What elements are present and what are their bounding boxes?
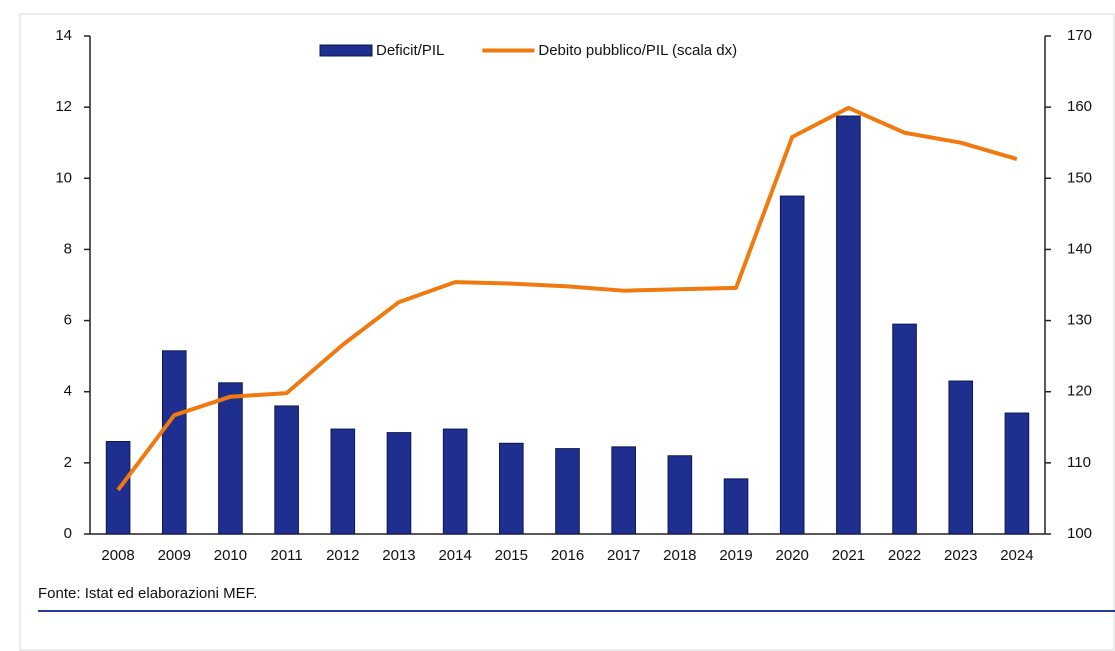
bar: [499, 442, 524, 535]
x-tick-label: 2024: [1000, 547, 1033, 564]
x-tick-label: 2013: [382, 547, 415, 564]
y2-tick-label: 110: [1067, 454, 1091, 471]
y2-tick-label: 170: [1067, 27, 1092, 44]
x-tick-label: 2017: [607, 547, 640, 564]
bar: [1004, 412, 1030, 535]
x-tick-label: 2023: [944, 547, 977, 564]
y-tick-label: 10: [55, 169, 72, 186]
x-tick-label: 2009: [158, 547, 191, 564]
bar: [386, 432, 412, 535]
bar: [555, 448, 580, 535]
y2-tick-label: 150: [1067, 169, 1092, 186]
bar: [723, 478, 749, 535]
y-tick-label: 6: [64, 312, 72, 329]
legend-label: Deficit/PIL: [376, 42, 444, 59]
bar: [274, 405, 299, 535]
line: [116, 105, 1018, 492]
source-note: Fonte: Istat ed elaborazioni MEF.: [38, 585, 257, 602]
bar: [667, 455, 693, 535]
x-tick-label: 2008: [101, 547, 134, 564]
y-tick-label: 4: [64, 383, 72, 400]
bar: [218, 382, 243, 535]
bar: [948, 380, 974, 535]
y2-tick-label: 130: [1067, 312, 1092, 329]
x-tick-label: 2015: [495, 547, 528, 564]
bar: [161, 350, 187, 535]
bar: [836, 115, 861, 535]
x-tick-label: 2021: [832, 547, 865, 564]
legend-swatch: [319, 44, 373, 57]
y-tick-label: 12: [55, 98, 72, 115]
bar: [442, 428, 468, 535]
x-tick-label: 2018: [663, 547, 696, 564]
y2-tick-label: 140: [1067, 240, 1092, 257]
y-tick-label: 2: [64, 454, 72, 471]
bar: [779, 195, 805, 535]
frame: [19, 13, 1115, 651]
bar: [330, 428, 356, 535]
y2-tick-label: 160: [1067, 98, 1092, 115]
x-tick-label: 2019: [719, 547, 752, 564]
x-tick-label: 2010: [214, 547, 247, 564]
y2-tick-label: 100: [1067, 525, 1092, 542]
x-tick-label: 2016: [551, 547, 584, 564]
legend-label: Debito pubblico/PIL (scala dx): [538, 42, 737, 59]
x-tick-label: 2011: [270, 547, 302, 564]
bar: [892, 323, 917, 535]
bar: [611, 446, 636, 535]
y-tick-label: 8: [64, 240, 72, 257]
x-tick-label: 2014: [438, 547, 471, 564]
y-tick-label: 0: [64, 525, 72, 542]
y-tick-label: 14: [55, 27, 72, 44]
x-tick-label: 2022: [888, 547, 921, 564]
y2-tick-label: 120: [1067, 383, 1092, 400]
x-tick-label: 2012: [326, 547, 359, 564]
x-tick-label: 2020: [776, 547, 809, 564]
